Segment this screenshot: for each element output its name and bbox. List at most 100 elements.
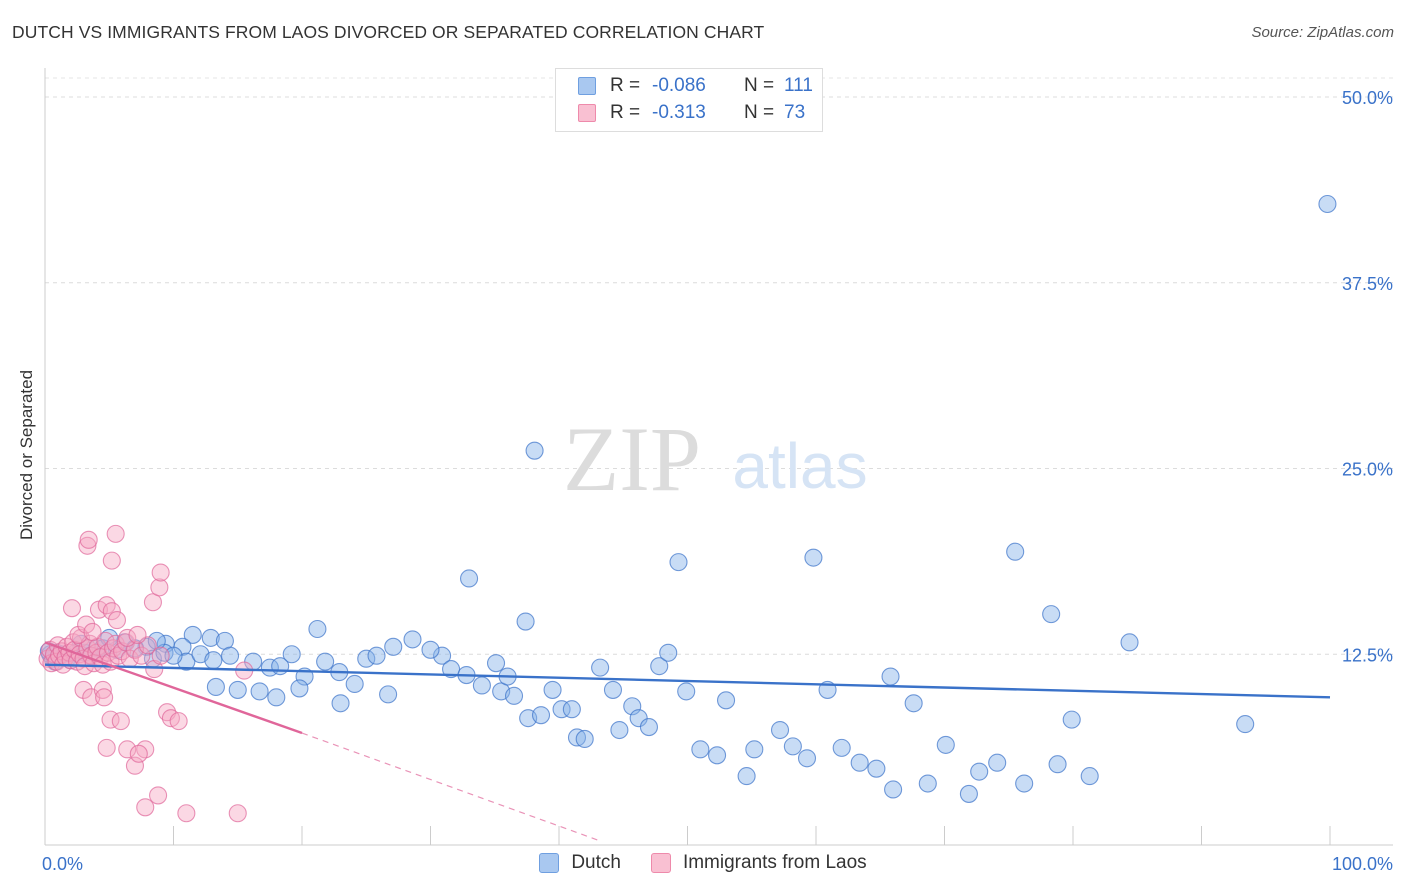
laos-point (102, 551, 121, 570)
dutch-point (525, 441, 544, 460)
laos-point (74, 680, 93, 699)
dutch-point (516, 612, 535, 631)
dutch-point (282, 645, 301, 664)
dutch-point (164, 646, 183, 665)
dutch-point (562, 700, 581, 719)
laos-point (150, 578, 169, 597)
dutch-point (201, 628, 220, 647)
dutch-point (881, 667, 900, 686)
laos-point (102, 602, 121, 621)
legend-label-laos: Immigrants from Laos (682, 852, 867, 873)
dutch-point (691, 740, 710, 759)
laos-point (129, 744, 148, 763)
dutch-point (531, 706, 551, 725)
laos-point (71, 628, 91, 647)
dutch-trend-line (44, 663, 1331, 699)
dutch-point (1006, 542, 1025, 561)
source-label: Source: ZipAtlas.com (1251, 24, 1394, 41)
dutch-point (147, 631, 166, 650)
dutch-point (918, 774, 937, 793)
dutch-point (669, 553, 688, 572)
dutch-point (206, 677, 225, 696)
x-tick-label: 100.0% (1332, 854, 1393, 874)
laos-point (177, 804, 196, 823)
trend-lines (44, 641, 1331, 841)
dutch-point (267, 688, 286, 707)
dutch-point (783, 737, 802, 756)
legend-n-value: 73 (784, 102, 806, 123)
dutch-point (639, 718, 659, 737)
dutch-point (486, 654, 506, 673)
dutch-point (331, 694, 350, 713)
dutch-point (472, 676, 491, 695)
legend-r-label: R = (610, 75, 641, 96)
dutch-point (442, 660, 461, 679)
laos-point (128, 625, 147, 644)
legend-row-dutch: R = -0.086 N = 111 (578, 74, 813, 98)
dutch-point (677, 682, 696, 701)
laos-point (69, 625, 88, 644)
dutch-point (552, 700, 571, 719)
dutch-point (959, 784, 978, 803)
dutch-point (832, 738, 851, 757)
y-tick-label: 25.0% (1342, 460, 1393, 480)
legend-swatch-dutch (539, 853, 560, 873)
dutch-point (379, 685, 398, 704)
dutch-point (459, 569, 479, 588)
dutch-point (1236, 715, 1255, 734)
dutch-point (316, 652, 335, 671)
laos-point (79, 530, 98, 549)
dutch-point (797, 749, 817, 768)
laos-point (111, 712, 130, 731)
dutch-point (1015, 774, 1034, 793)
legend-item-dutch[interactable]: Dutch (539, 852, 621, 874)
dutch-point (308, 619, 327, 639)
dutch-point (650, 657, 669, 676)
dutch-point (357, 649, 376, 668)
dutch-point (1080, 767, 1099, 786)
laos-point (125, 756, 144, 775)
dutch-point (850, 753, 869, 772)
dutch-point (421, 640, 440, 659)
legend-swatch-laos (578, 104, 596, 122)
dutch-point (228, 680, 247, 699)
chart-title: DUTCH VS IMMIGRANTS FROM LAOS DIVORCED O… (12, 22, 765, 42)
laos-point (149, 786, 168, 805)
dutch-point (708, 746, 727, 765)
dutch-point (770, 720, 790, 740)
laos-point (228, 804, 247, 823)
legend-swatch-dutch (578, 77, 596, 95)
stats-legend: R = -0.086 N = 111 R = -0.313 N = 73 (555, 68, 823, 132)
laos-trend-extension (301, 732, 598, 841)
laos-point (62, 599, 82, 618)
dutch-point (904, 694, 923, 713)
dutch-point (567, 728, 587, 747)
dutch-point (1062, 710, 1081, 729)
dutch-point (367, 646, 386, 665)
dutch-point (543, 680, 562, 699)
y-tick-label: 37.5% (1342, 274, 1393, 294)
legend-item-laos[interactable]: Immigrants from Laos (650, 852, 867, 874)
laos-point (96, 631, 115, 650)
laos-point (107, 611, 127, 630)
dutch-point (623, 697, 642, 716)
data-points (38, 194, 1337, 823)
laos-point (93, 680, 112, 699)
laos-point (95, 688, 114, 707)
dutch-point (183, 625, 202, 644)
watermark-zip: ZIP (563, 408, 701, 510)
legend-label-dutch: Dutch (571, 852, 621, 873)
dutch-point (433, 646, 452, 665)
laos-point (78, 536, 97, 555)
legend-r-value: -0.086 (652, 75, 706, 96)
dutch-point (1048, 755, 1067, 774)
dutch-point (204, 651, 223, 670)
dutch-point (867, 759, 886, 778)
watermark-atlas: atlas (732, 430, 867, 502)
dutch-point (970, 762, 989, 781)
laos-point (132, 646, 151, 665)
dutch-point (745, 740, 764, 759)
laos-point (83, 622, 102, 642)
grid (45, 77, 1393, 655)
